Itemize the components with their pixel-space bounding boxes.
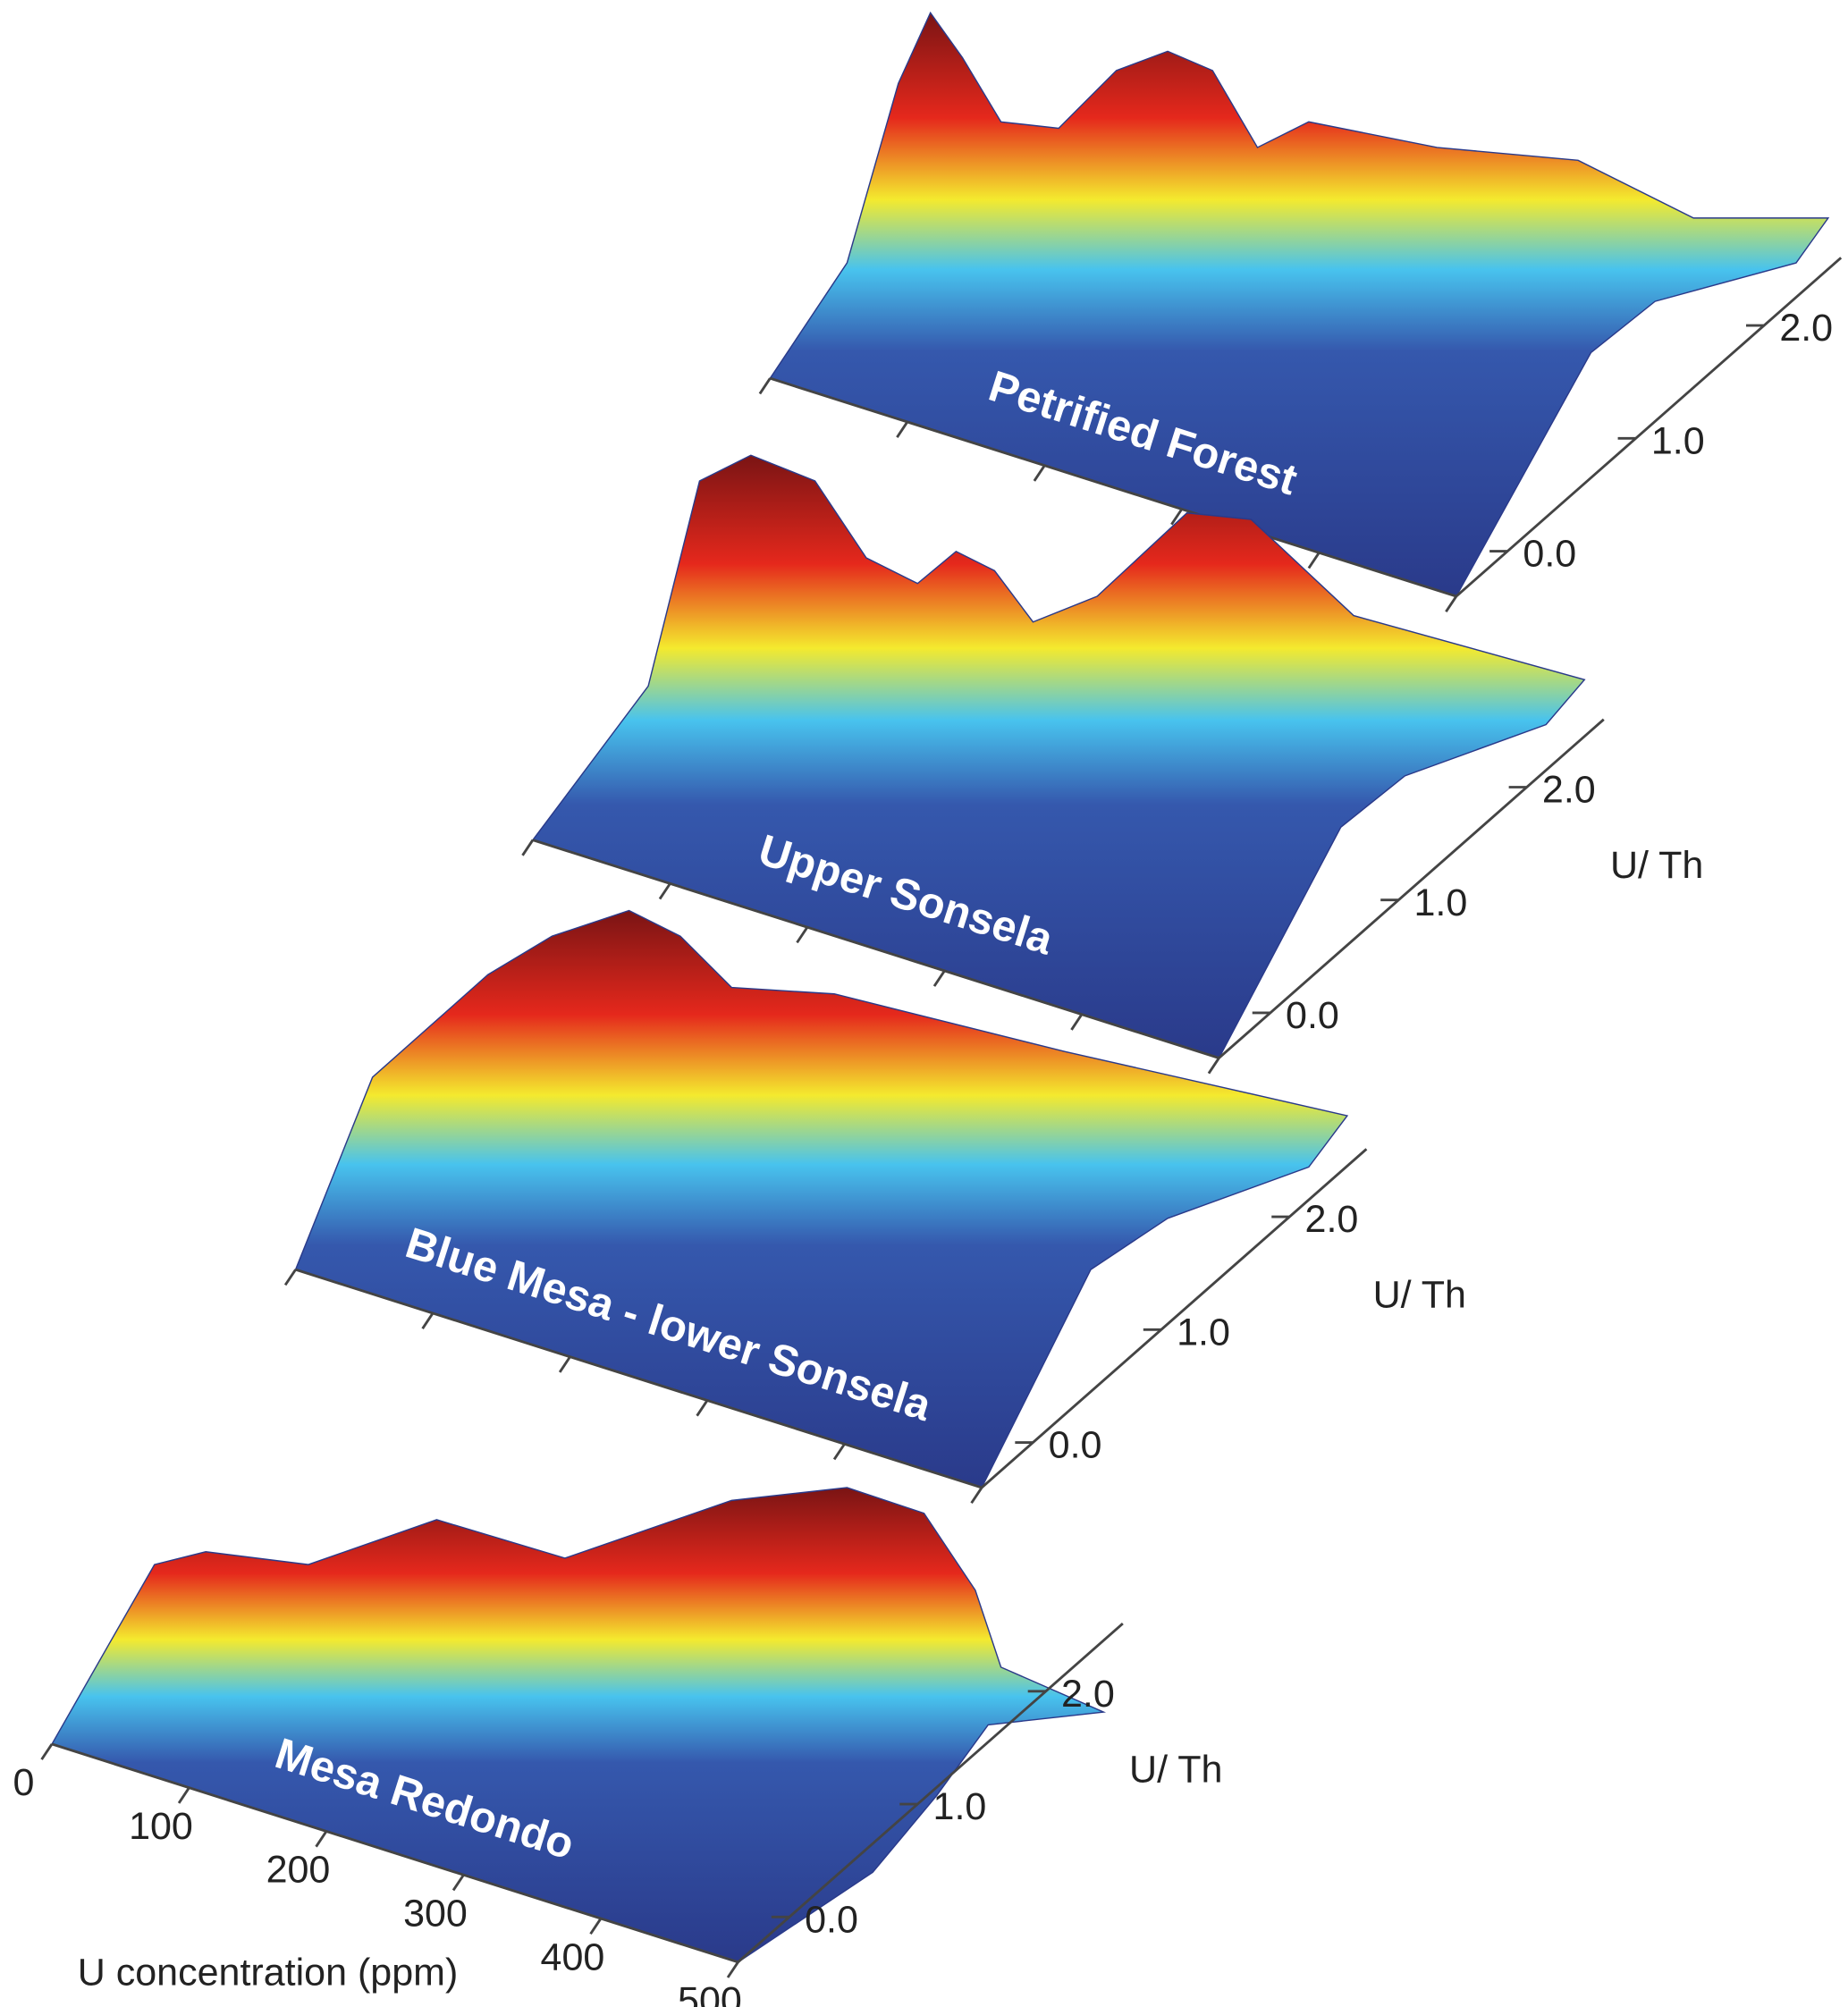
y-axis	[1455, 257, 1843, 598]
x-tick	[832, 1443, 846, 1461]
x-tick	[315, 1830, 328, 1848]
x-tick	[451, 1874, 465, 1892]
y-tick-label: 2.0	[1061, 1673, 1115, 1716]
y-axis-label: U/ Th	[1373, 1274, 1466, 1317]
x-tick	[558, 1355, 571, 1373]
y-axis	[981, 1148, 1368, 1489]
y-tick-label: 1.0	[933, 1785, 987, 1828]
x-tick-label: 100	[129, 1805, 193, 1848]
x-axis	[769, 376, 1457, 598]
y-tick-label: 0.0	[1523, 533, 1576, 576]
y-tick-label: 0.0	[805, 1898, 858, 1941]
surface	[531, 454, 1586, 1059]
x-tick	[521, 839, 535, 856]
x-tick	[177, 1786, 190, 1804]
x-tick	[758, 377, 772, 395]
y-axis	[1218, 718, 1605, 1059]
x-tick	[970, 1487, 983, 1505]
x-tick-label: 400	[541, 1935, 605, 1978]
surface	[50, 1487, 1107, 1963]
y-tick-label: 1.0	[1413, 881, 1467, 924]
y-tick-label: 2.0	[1542, 769, 1596, 812]
x-tick	[796, 926, 809, 944]
x-tick	[421, 1312, 435, 1329]
x-tick	[932, 970, 946, 987]
x-tick-label: 200	[266, 1849, 331, 1892]
x-tick-label: 0	[13, 1761, 35, 1804]
x-tick	[726, 1961, 739, 1978]
x-tick	[40, 1743, 54, 1760]
surface	[769, 11, 1830, 597]
x-tick	[283, 1269, 297, 1286]
y-tick-label: 1.0	[1651, 419, 1705, 462]
x-tick	[1207, 1057, 1220, 1075]
x-tick-label: 500	[678, 1979, 742, 2007]
x-tick	[696, 1399, 709, 1417]
y-tick-label: 2.0	[1779, 307, 1833, 350]
y-tick-label: 0.0	[1286, 994, 1339, 1037]
y-axis-label: U/ Th	[1129, 1748, 1222, 1791]
x-axis	[295, 1268, 983, 1489]
x-axis	[532, 839, 1219, 1059]
y-axis	[737, 1623, 1124, 1963]
y-axis-label: U/ Th	[1610, 844, 1703, 887]
x-axis-label: U concentration (ppm)	[78, 1951, 459, 1994]
x-tick	[1070, 1013, 1084, 1031]
y-tick-label: 0.0	[1049, 1424, 1102, 1467]
x-axis	[51, 1742, 738, 1964]
x-tick	[1033, 464, 1046, 482]
x-tick	[1445, 595, 1458, 613]
x-tick	[1307, 552, 1321, 569]
x-tick-label: 300	[403, 1893, 468, 1935]
y-tick-label: 2.0	[1305, 1198, 1359, 1241]
x-tick	[589, 1918, 603, 1935]
x-tick	[1170, 508, 1184, 526]
y-tick-label: 1.0	[1177, 1311, 1230, 1353]
surface	[294, 909, 1349, 1488]
x-tick	[658, 882, 671, 900]
x-tick	[896, 421, 909, 438]
